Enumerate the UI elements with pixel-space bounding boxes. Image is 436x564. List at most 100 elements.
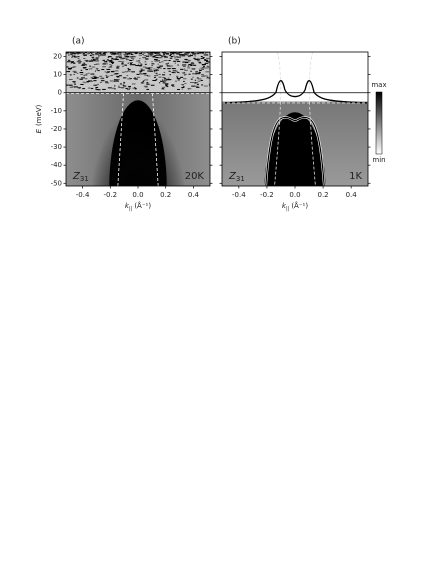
noise xyxy=(206,77,208,79)
noise xyxy=(176,76,178,78)
noise xyxy=(68,84,73,86)
noise xyxy=(156,54,158,56)
noise xyxy=(94,70,96,72)
noise xyxy=(163,68,166,70)
noise xyxy=(145,55,150,57)
noise xyxy=(134,52,138,54)
noise xyxy=(142,53,144,55)
noise xyxy=(121,61,125,63)
noise xyxy=(68,54,70,56)
x-tick-label: -0.4 xyxy=(76,191,90,199)
x-label-subscript: || xyxy=(129,206,133,212)
noise xyxy=(184,68,186,70)
noise xyxy=(158,76,162,78)
noise xyxy=(206,61,209,63)
noise xyxy=(91,56,95,58)
noise xyxy=(176,59,179,61)
noise xyxy=(188,88,190,90)
noise xyxy=(77,56,80,58)
noise xyxy=(155,69,159,71)
noise xyxy=(195,85,199,87)
noise xyxy=(88,68,93,70)
noise xyxy=(66,52,69,54)
noise xyxy=(125,64,127,66)
noise xyxy=(137,64,140,66)
noise xyxy=(200,67,204,69)
noise xyxy=(172,69,177,71)
y-tick-label: 0 xyxy=(58,89,62,97)
noise xyxy=(101,78,103,80)
noise xyxy=(181,55,186,57)
noise xyxy=(170,54,172,56)
noise xyxy=(77,61,81,63)
noise xyxy=(111,57,113,59)
x-tick-label: 0.0 xyxy=(289,191,300,199)
noise xyxy=(107,56,109,58)
noise xyxy=(164,82,167,84)
noise xyxy=(184,82,187,84)
noise xyxy=(155,68,158,70)
temperature-label: 20K xyxy=(185,171,205,182)
noise xyxy=(198,68,200,70)
noise xyxy=(90,77,92,79)
noise xyxy=(138,52,140,54)
noise xyxy=(95,60,98,62)
noise xyxy=(155,72,158,74)
noise xyxy=(184,74,186,76)
noise xyxy=(103,52,107,54)
noise xyxy=(88,52,90,54)
noise xyxy=(195,71,197,73)
noise xyxy=(187,67,191,69)
noise xyxy=(181,87,185,89)
noise xyxy=(166,65,169,67)
noise xyxy=(157,63,159,65)
noise xyxy=(163,82,165,84)
noise xyxy=(161,61,164,63)
noise xyxy=(149,53,153,55)
noise xyxy=(157,52,160,54)
noise xyxy=(184,62,189,64)
noise xyxy=(93,63,98,65)
noise xyxy=(106,68,111,70)
noise xyxy=(196,77,199,79)
noise xyxy=(154,70,157,72)
noise xyxy=(150,52,155,54)
noise xyxy=(159,57,163,59)
dome-halo xyxy=(91,65,185,186)
noise xyxy=(71,86,73,88)
noise xyxy=(125,52,127,54)
noise xyxy=(97,70,100,72)
noise xyxy=(157,66,161,68)
noise xyxy=(69,52,72,54)
noise xyxy=(81,64,85,66)
noise xyxy=(194,55,197,57)
noise xyxy=(83,75,86,77)
noise xyxy=(190,78,193,80)
noise xyxy=(201,64,206,66)
noise xyxy=(129,64,134,66)
noise xyxy=(147,54,152,56)
noise xyxy=(81,77,85,79)
noise xyxy=(92,75,97,77)
x-tick-label: 0.2 xyxy=(318,191,329,199)
noise xyxy=(151,63,155,65)
intensity-map xyxy=(66,52,210,186)
noise xyxy=(97,83,100,85)
noise xyxy=(176,53,180,55)
noise xyxy=(131,52,135,54)
colorbar-top-label: max xyxy=(371,81,386,89)
noise xyxy=(82,63,84,65)
noise xyxy=(175,59,177,61)
noise xyxy=(165,85,167,87)
noise xyxy=(204,53,207,55)
noise xyxy=(149,67,153,69)
noise xyxy=(80,61,82,63)
noise xyxy=(173,55,176,57)
x-axis-label: k|| (Å⁻¹) xyxy=(125,201,151,212)
noise xyxy=(166,65,171,67)
noise xyxy=(102,59,106,61)
noise xyxy=(73,56,78,58)
noise xyxy=(78,56,80,58)
noise xyxy=(169,74,171,76)
noise xyxy=(104,81,109,83)
